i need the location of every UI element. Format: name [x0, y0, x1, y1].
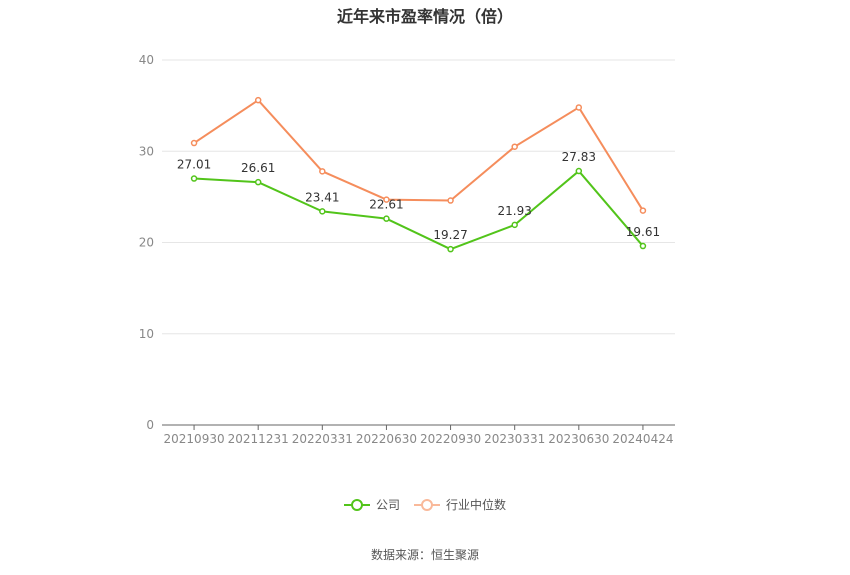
line-chart: 0 10 20 30 40 20210930 20211231 20220331 2022063…	[139, 53, 675, 446]
legend-label-industry-median: 行业中位数	[446, 498, 507, 512]
legend: 公司 行业中位数	[0, 496, 850, 513]
data-source: 数据来源：恒生聚源	[370, 548, 479, 562]
y-tick-label: 0	[146, 418, 154, 432]
data-point-0	[319, 208, 326, 215]
data-label: 22.61	[369, 198, 403, 212]
legend-item-company[interactable]: 公司	[343, 496, 400, 513]
data-point-1	[190, 139, 198, 147]
x-tick-label: 20240424	[612, 432, 673, 446]
x-tick-label: 20220331	[292, 432, 353, 446]
x-tick-label: 20210930	[164, 432, 225, 446]
y-tick-label: 10	[139, 327, 154, 341]
x-tick-label: 20211231	[228, 432, 289, 446]
data-point-1	[383, 196, 390, 203]
data-point-0	[511, 221, 518, 229]
data-label: 21.93	[498, 204, 532, 218]
data-point-0	[383, 215, 390, 222]
data-point-0	[447, 245, 454, 253]
x-tick-label: 20220930	[420, 432, 481, 446]
legend-label-company: 公司	[375, 498, 400, 512]
chart-title: 近年来市盈率情况（倍）	[336, 7, 513, 26]
legend-marker-industry-icon	[414, 498, 440, 512]
y-tick-label: 40	[139, 53, 154, 67]
data-point-1	[254, 96, 262, 104]
data-label: 19.61	[626, 225, 660, 239]
data-point-0	[254, 178, 262, 186]
data-label: 27.83	[562, 150, 596, 164]
x-tick-label: 20230331	[484, 432, 545, 446]
data-point-1	[447, 197, 454, 204]
data-point-1	[639, 207, 647, 214]
data-label: 26.61	[241, 161, 275, 175]
x-tick-label: 20230630	[548, 432, 609, 446]
data-label: 19.27	[433, 228, 467, 242]
data-point-0	[190, 175, 198, 182]
x-tick-label: 20220630	[356, 432, 417, 446]
data-label: 23.41	[305, 190, 339, 204]
y-tick-label: 30	[139, 144, 154, 158]
legend-marker-company-icon	[343, 498, 370, 512]
y-tick-label: 20	[139, 236, 154, 250]
data-point-0	[639, 242, 647, 250]
data-point-1	[575, 104, 583, 111]
series-line-1	[193, 99, 644, 212]
data-point-0	[575, 167, 583, 175]
data-point-1	[319, 168, 326, 175]
data-label: 27.01	[177, 158, 211, 172]
legend-item-industry-median[interactable]: 行业中位数	[414, 496, 506, 513]
series-line-0	[194, 170, 644, 251]
data-point-1	[511, 143, 518, 150]
